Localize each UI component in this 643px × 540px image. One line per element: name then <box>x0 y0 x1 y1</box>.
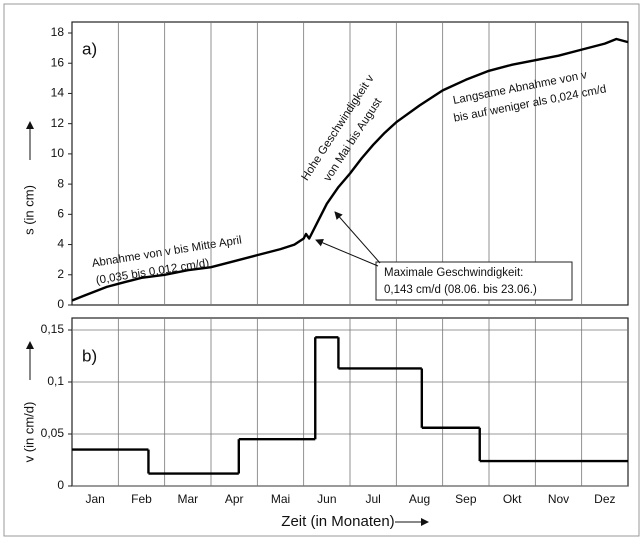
y-tick-label: 4 <box>57 237 64 251</box>
y-axis-label: v (in cm/d) <box>21 402 36 463</box>
data-line <box>71 37 629 302</box>
x-axis-label: Zeit (in Monaten) <box>281 513 394 530</box>
x-tick-label: Feb <box>131 492 152 506</box>
y-tick-label: 6 <box>57 207 64 221</box>
outer-border <box>3 3 640 537</box>
x-tick-label: Mar <box>177 492 198 506</box>
x-tick-label: Sep <box>455 492 477 506</box>
y-tick-label: 12 <box>51 116 65 130</box>
x-tick-label: Nov <box>548 492 569 506</box>
y-tick-label: 8 <box>57 176 64 190</box>
annotation: Maximale Geschwindigkeit: <box>384 267 523 279</box>
annotation-box <box>375 261 573 301</box>
panel-label: b) <box>82 346 97 365</box>
x-tick-label: Jan <box>85 492 104 506</box>
x-tick-label: Jul <box>365 492 380 506</box>
x-tick-label: Dez <box>594 492 615 506</box>
y-tick-label: 14 <box>51 86 65 100</box>
x-tick-label: Mai <box>271 492 290 506</box>
x-tick-label: Okt <box>503 492 522 506</box>
annotation: 0,143 cm/d (08.06. bis 23.06.) <box>384 284 537 296</box>
annotation-arrow <box>334 211 381 264</box>
y-tick-label: 0,15 <box>41 322 65 336</box>
y-tick-label: 18 <box>51 25 65 39</box>
annotation-arrow <box>315 239 379 267</box>
x-tick-label: Aug <box>409 492 430 506</box>
y-axis-label: s (in cm) <box>21 185 36 235</box>
y-tick-label: 2 <box>57 267 64 281</box>
y-tick-label: 0,1 <box>47 374 64 388</box>
y-tick-label: 10 <box>51 146 65 160</box>
x-tick-label: Apr <box>225 492 244 506</box>
x-tick-label: Jun <box>317 492 336 506</box>
y-tick-label: 16 <box>51 55 65 69</box>
y-tick-label: 0 <box>57 478 64 492</box>
y-tick-label: 0,05 <box>41 426 65 440</box>
panel-label: a) <box>82 39 97 58</box>
y-tick-label: 0 <box>57 297 64 311</box>
